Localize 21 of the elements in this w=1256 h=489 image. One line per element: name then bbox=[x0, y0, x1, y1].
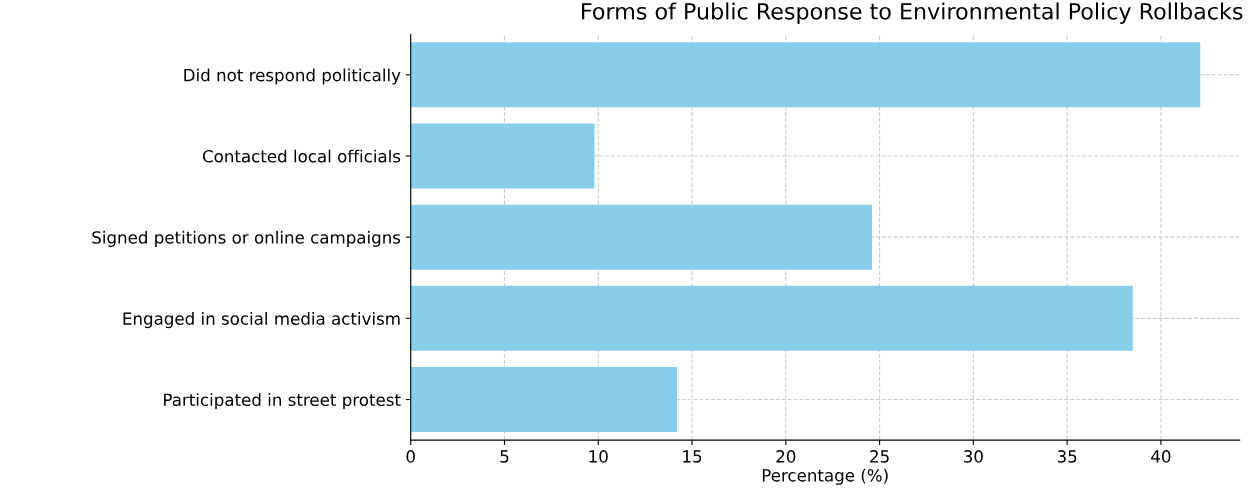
bar bbox=[410, 123, 595, 189]
y-tick-label: Signed petitions or online campaigns bbox=[92, 230, 401, 247]
bar bbox=[410, 204, 873, 270]
y-tick-label: Did not respond politically bbox=[184, 68, 401, 85]
x-tick-label: 5 bbox=[500, 450, 509, 463]
y-tick-label: Contacted local officials bbox=[202, 149, 401, 163]
bar bbox=[410, 42, 1201, 108]
x-tick-label: 20 bbox=[776, 450, 796, 463]
bar bbox=[410, 367, 678, 432]
y-tick-label: Participated in street protest bbox=[164, 393, 401, 410]
chart-title: Forms of Public Response to Environmental Policy Rollbacks bbox=[582, 2, 1243, 24]
x-tick-label: 25 bbox=[870, 450, 889, 463]
x-tick-label: 15 bbox=[683, 450, 702, 463]
y-tick-label: Engaged in social media activism bbox=[123, 312, 400, 329]
x-tick-label: 30 bbox=[964, 450, 983, 463]
bar bbox=[410, 285, 1133, 351]
x-tick-label: 10 bbox=[589, 450, 608, 463]
x-axis-title: Percentage (%) bbox=[762, 468, 888, 485]
x-tick-label: 0 bbox=[406, 450, 415, 463]
x-tick-label: 40 bbox=[1151, 450, 1171, 463]
x-tick-label: 35 bbox=[1057, 450, 1077, 463]
